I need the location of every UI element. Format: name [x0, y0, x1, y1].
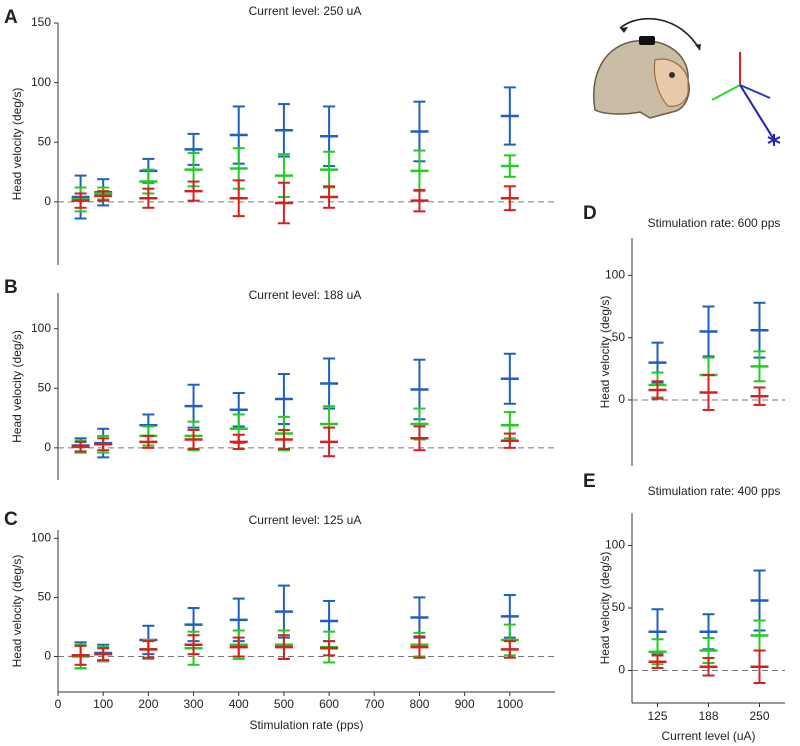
y-axis-label: Head velocity (deg/s): [10, 555, 24, 668]
x-tick-label: 800: [409, 697, 429, 711]
y-tick-label: 0: [618, 663, 625, 677]
axis-stim: [739, 84, 774, 139]
y-axis-label: Head velocity (deg/s): [598, 296, 612, 409]
x-tick-label: 700: [364, 697, 384, 711]
y-tick-label: 100: [31, 75, 51, 89]
axis-blue: [739, 84, 771, 99]
monkey-face: [653, 58, 689, 107]
panel-title: Current level: 125 uA: [249, 513, 362, 527]
y-tick-label: 100: [605, 268, 625, 282]
y-tick-label: 50: [38, 134, 52, 148]
panel-title: Stimulation rate: 600 pps: [648, 216, 781, 230]
y-tick-label: 0: [44, 194, 51, 208]
y-tick-label: 100: [31, 321, 51, 335]
panel-label: A: [4, 7, 18, 28]
y-axis-label: Head velocity (deg/s): [598, 552, 612, 665]
panel-title: Current level: 188 uA: [249, 288, 362, 302]
y-tick-label: 0: [618, 392, 625, 406]
x-tick-label: 125: [647, 709, 667, 723]
y-tick-label: 50: [612, 330, 626, 344]
stim-star: [767, 134, 781, 146]
x-tick-label: 500: [274, 697, 294, 711]
panel-label: D: [583, 203, 597, 224]
head-post: [639, 36, 655, 45]
y-tick-label: 50: [38, 380, 52, 394]
x-tick-label: 100: [93, 697, 113, 711]
x-tick-label: 0: [55, 697, 62, 711]
monkey-illustration: [593, 17, 781, 146]
x-tick-label: 600: [319, 697, 339, 711]
y-tick-label: 150: [31, 15, 51, 29]
x-tick-label: 400: [229, 697, 249, 711]
x-axis-label: Stimulation rate (pps): [249, 718, 363, 732]
panel-title: Stimulation rate: 400 pps: [648, 484, 781, 498]
y-axis-label: Head velocity (deg/s): [10, 88, 24, 201]
monkey-eye: [669, 72, 675, 78]
x-tick-label: 200: [138, 697, 158, 711]
x-tick-label: 188: [698, 709, 718, 723]
x-tick-label: 1000: [496, 697, 523, 711]
x-tick-label: 900: [455, 697, 475, 711]
axis-green: [711, 84, 741, 101]
y-tick-label: 0: [44, 649, 51, 663]
x-axis-label: Current level (uA): [661, 729, 755, 743]
x-tick-label: 300: [184, 697, 204, 711]
rotation-arrow: [619, 17, 701, 51]
y-tick-label: 0: [44, 440, 51, 454]
y-tick-label: 100: [31, 530, 51, 544]
panel-label: B: [4, 277, 18, 298]
x-tick-label: 250: [749, 709, 769, 723]
y-tick-label: 50: [38, 590, 52, 604]
y-tick-label: 100: [605, 538, 625, 552]
panel-label: C: [4, 509, 18, 530]
y-tick-label: 50: [612, 600, 626, 614]
panel-title: Current level: 250 uA: [249, 4, 362, 18]
panel-label: E: [583, 471, 596, 492]
y-axis-label: Head velocity (deg/s): [10, 330, 24, 443]
